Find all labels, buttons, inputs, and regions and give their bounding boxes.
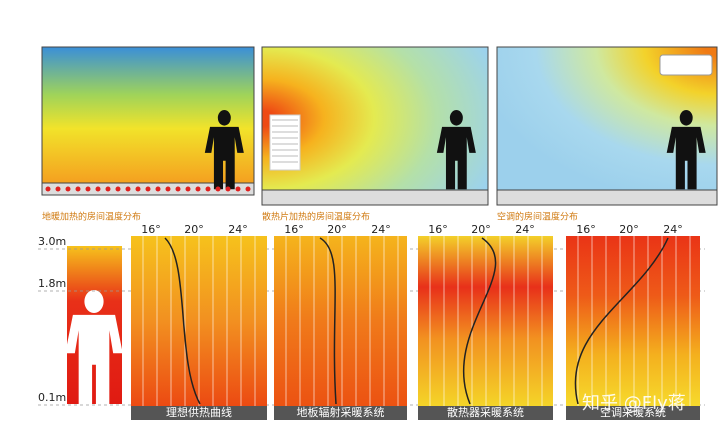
panel-label: 散热器采暖系统 (447, 405, 524, 419)
heating-pipe (175, 186, 181, 192)
floor (496, 189, 718, 206)
temperature-curve (319, 237, 337, 405)
heating-pipe (95, 186, 101, 192)
temperature-tick: 20° (327, 223, 347, 236)
height-label: 0.1m (38, 391, 66, 404)
heating-pipe (115, 186, 121, 192)
heating-pipe (125, 186, 131, 192)
heating-pipe (135, 186, 141, 192)
heating-pipe (105, 186, 111, 192)
temperature-tick: 16° (576, 223, 596, 236)
heating-pipe (215, 186, 221, 192)
heating-pipe (55, 186, 61, 192)
temperature-tick: 24° (663, 223, 683, 236)
heating-pipe (165, 186, 171, 192)
panel-label: 空调采暖系统 (600, 405, 666, 419)
temperature-curve (463, 237, 497, 405)
heating-pipe (45, 186, 51, 192)
heating-pipe (65, 186, 71, 192)
radiator (269, 114, 301, 171)
heating-pipe (145, 186, 151, 192)
air-conditioner (659, 54, 713, 76)
temperature-tick: 24° (371, 223, 391, 236)
person (204, 110, 244, 190)
temperature-tick: 20° (471, 223, 491, 236)
temperature-panel (566, 236, 700, 406)
temperature-tick: 24° (228, 223, 248, 236)
person (666, 110, 706, 190)
temperature-tick: 20° (184, 223, 204, 236)
person (65, 290, 123, 407)
label-bar (566, 406, 700, 420)
caption: 散热片加热的房间温度分布 (262, 211, 370, 223)
heating-pipe (205, 186, 211, 192)
person (436, 110, 476, 190)
height-label: 1.8m (38, 277, 66, 290)
heating-pipe (75, 186, 81, 192)
heating-pipe (235, 186, 241, 192)
temperature-tick: 20° (619, 223, 639, 236)
heating-pipe (155, 186, 161, 192)
caption: 地暖加热的房间温度分布 (42, 211, 141, 223)
heating-pipe (195, 186, 201, 192)
temperature-panel (274, 236, 407, 406)
temperature-tick: 24° (515, 223, 535, 236)
panel-label: 理想供热曲线 (166, 405, 232, 419)
height-label: 3.0m (38, 235, 66, 248)
label-bar (274, 406, 407, 420)
temperature-tick: 16° (284, 223, 304, 236)
watermark: 知乎 @Fly蒋 (582, 393, 686, 414)
heating-pipe (185, 186, 191, 192)
temperature-tick: 16° (428, 223, 448, 236)
floor (261, 189, 489, 206)
heating-pipe (225, 186, 231, 192)
panel-label: 地板辐射采暖系统 (297, 405, 385, 419)
heating-pipe (245, 186, 251, 192)
temperature-curve (164, 237, 201, 405)
temperature-curve (574, 237, 669, 405)
label-bar (131, 406, 267, 420)
temperature-tick: 16° (141, 223, 161, 236)
heating-pipe (85, 186, 91, 192)
caption: 空调的房间温度分布 (497, 211, 578, 223)
label-bar (418, 406, 553, 420)
